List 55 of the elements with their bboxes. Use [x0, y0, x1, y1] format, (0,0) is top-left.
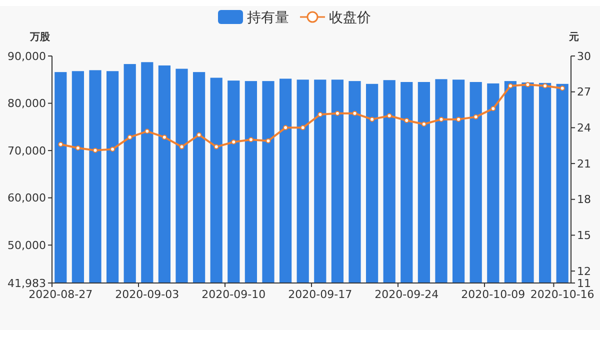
y2-tick-label: 12: [577, 264, 591, 278]
y2-tick-label: 30: [577, 50, 591, 63]
point: [58, 142, 64, 147]
point: [386, 113, 392, 118]
y2-tick-label: 15: [577, 229, 591, 242]
y-tick-label: 80,000: [8, 97, 46, 110]
point: [179, 144, 184, 150]
point: [144, 128, 150, 134]
point: [473, 114, 478, 120]
point: [266, 138, 271, 144]
point: [127, 134, 132, 140]
point: [283, 125, 288, 130]
point: [421, 122, 426, 127]
point: [75, 145, 80, 150]
y2-tick-label: 11: [577, 276, 591, 290]
x-tick-label: 2020-09-10: [202, 288, 266, 301]
legend-label: 收盘价: [329, 10, 371, 26]
x-tick-label: 2020-09-24: [374, 288, 439, 301]
point: [196, 132, 202, 138]
y-tick-label: 90,000: [8, 50, 46, 63]
point: [214, 144, 219, 150]
point: [560, 86, 565, 91]
x-tick-label: 2020-09-03: [115, 288, 180, 301]
legend-label: 持有量: [247, 10, 289, 26]
point: [334, 110, 340, 116]
point: [318, 112, 323, 118]
y2-tick-label: 27: [577, 86, 591, 99]
y-tick-label: 70,000: [8, 144, 46, 158]
point: [438, 116, 444, 122]
y-tick-label: 50,000: [8, 238, 46, 252]
y-tick-label: 41,983: [8, 276, 46, 290]
point: [110, 146, 116, 152]
x-tick-label: 2020-08-27: [28, 288, 93, 301]
y-axis-title: 万股: [29, 31, 51, 43]
point: [231, 140, 236, 145]
point: [404, 118, 410, 124]
x-tick-label: 2020-09-17: [288, 288, 352, 301]
point: [352, 110, 358, 116]
point: [370, 116, 375, 122]
y-tick-label: 60,000: [8, 192, 46, 205]
y2-tick-label: 24: [577, 122, 591, 135]
point: [92, 148, 98, 153]
point: [508, 83, 513, 88]
point: [490, 106, 496, 112]
y2-tick-label: 21: [577, 157, 591, 170]
point: [525, 82, 530, 88]
point: [248, 137, 254, 142]
point: [542, 83, 548, 88]
x-tick-label: 2020-10-09: [461, 288, 526, 301]
y2-tick-label: 18: [577, 193, 591, 206]
y2-axis-title: 元: [568, 31, 579, 43]
point: [162, 134, 167, 140]
point: [300, 125, 306, 130]
x-tick-label: 2020-10-16: [530, 288, 594, 301]
point: [456, 116, 462, 122]
